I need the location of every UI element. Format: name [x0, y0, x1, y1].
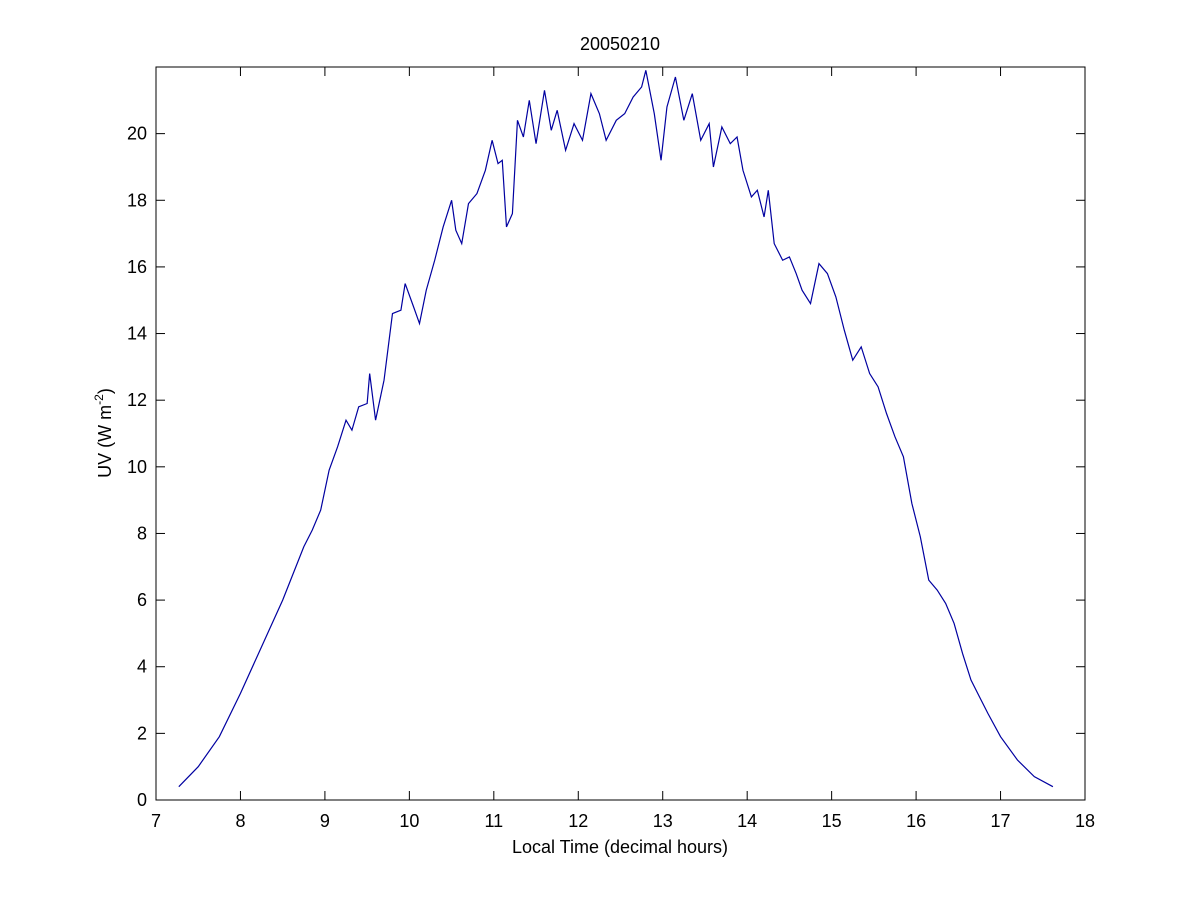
x-tick-label: 8: [235, 811, 245, 831]
y-tick-label: 14: [127, 324, 147, 344]
x-tick-label: 11: [484, 811, 503, 831]
x-axis-label: Local Time (decimal hours): [512, 837, 728, 857]
y-tick-label: 20: [127, 124, 147, 144]
x-tick-label: 10: [399, 811, 419, 831]
chart-title: 20050210: [580, 34, 660, 54]
y-tick-label: 16: [127, 257, 147, 277]
x-tick-label: 7: [151, 811, 161, 831]
y-label-sup: -2: [92, 394, 106, 405]
x-tick-label: 15: [822, 811, 842, 831]
y-tick-label: 2: [137, 723, 147, 743]
x-tick-label: 18: [1075, 811, 1095, 831]
y-label-suffix: ): [95, 388, 115, 394]
y-tick-label: 6: [137, 590, 147, 610]
y-tick-label: 8: [137, 523, 147, 543]
y-axis-label: UV (W m-2): [92, 388, 115, 478]
y-tick-label: 12: [127, 390, 147, 410]
y-tick-label: 10: [127, 457, 147, 477]
y-tick-label: 0: [137, 790, 147, 810]
x-tick-label: 12: [568, 811, 588, 831]
x-tick-label: 9: [320, 811, 330, 831]
x-tick-label: 13: [653, 811, 673, 831]
y-tick-label: 18: [127, 190, 147, 210]
plot-frame: [155, 66, 1086, 801]
data-line: [178, 70, 1054, 788]
x-tick-label: 14: [737, 811, 757, 831]
x-tick-label: 17: [991, 811, 1011, 831]
x-tick-label: 16: [906, 811, 926, 831]
y-label-text: UV (W m: [95, 405, 115, 478]
y-tick-label: 4: [137, 657, 147, 677]
